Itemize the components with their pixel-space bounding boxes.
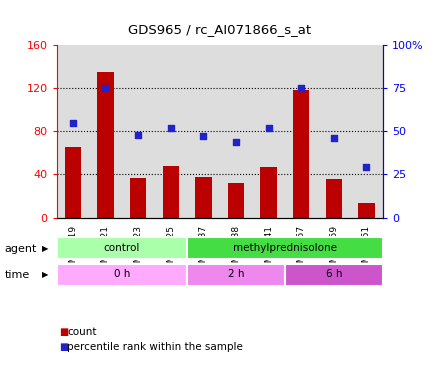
FancyBboxPatch shape (187, 237, 382, 260)
Point (167, 125, 174, 131)
FancyBboxPatch shape (187, 264, 284, 286)
Point (232, 139, 239, 145)
FancyBboxPatch shape (284, 264, 382, 286)
Point (69, 120, 76, 126)
Point (102, 85, 108, 91)
Bar (195, 177, 211, 218)
Point (265, 125, 272, 131)
Text: 0 h: 0 h (113, 269, 130, 279)
Bar (130, 178, 146, 218)
Text: percentile rank within the sample: percentile rank within the sample (67, 342, 243, 352)
Text: methylprednisolone: methylprednisolone (232, 243, 336, 253)
Point (362, 165, 369, 171)
Bar (227, 183, 243, 218)
Bar (65, 147, 81, 218)
Text: count: count (67, 327, 97, 337)
Bar (162, 166, 178, 218)
FancyBboxPatch shape (56, 264, 187, 286)
Text: agent: agent (4, 244, 36, 254)
Text: ■: ■ (59, 342, 68, 352)
Point (297, 85, 304, 91)
Text: control: control (103, 243, 140, 253)
Bar (358, 204, 374, 218)
Text: time: time (4, 270, 30, 279)
Text: ■: ■ (59, 327, 68, 337)
Text: ▶: ▶ (43, 270, 49, 279)
Text: ▶: ▶ (43, 244, 49, 253)
Text: 2 h: 2 h (227, 269, 243, 279)
FancyBboxPatch shape (56, 237, 187, 260)
Bar (260, 167, 276, 218)
Point (330, 135, 337, 141)
Text: GDS965 / rc_AI071866_s_at: GDS965 / rc_AI071866_s_at (128, 22, 310, 36)
Bar (293, 90, 309, 218)
Bar (97, 72, 113, 217)
Point (199, 134, 207, 140)
Text: 6 h: 6 h (325, 269, 341, 279)
Point (135, 132, 141, 138)
Bar (325, 179, 341, 218)
